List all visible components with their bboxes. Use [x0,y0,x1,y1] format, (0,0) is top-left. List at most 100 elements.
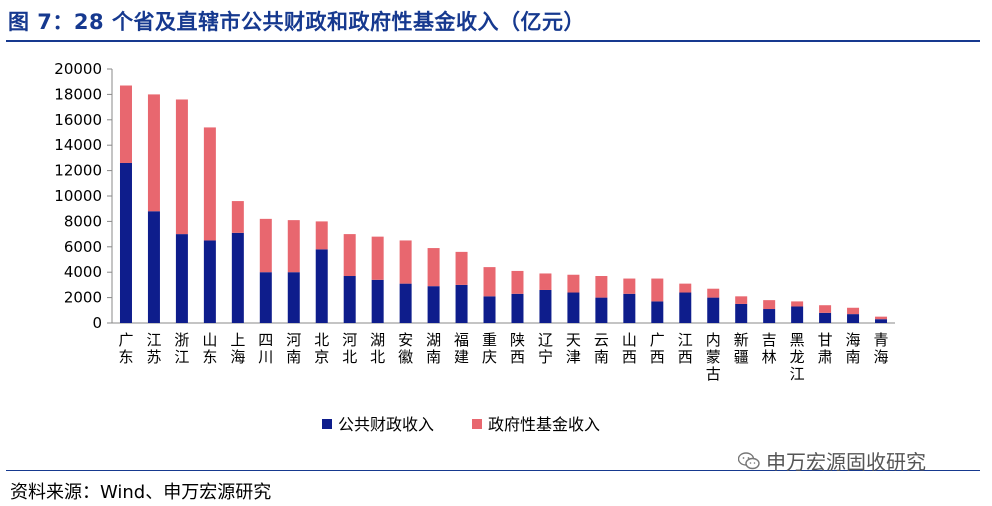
watermark-text: 申万宏源固收研究 [766,450,926,474]
bar-fund-revenue [371,236,384,280]
bar-fiscal-revenue [175,234,188,323]
legend-label: 公共财政收入 [338,415,434,434]
y-tick-label: 14000 [54,136,102,154]
bar-fiscal-revenue [679,292,692,323]
bar-fiscal-revenue [875,319,888,323]
bar-fiscal-revenue [539,289,552,323]
bar-fiscal-revenue [763,309,776,323]
bar-fund-revenue [847,307,860,315]
y-tick-label: 2000 [64,289,102,307]
wechat-icon [738,451,760,469]
y-tick-label: 20000 [54,60,102,78]
x-category-label: 河南 [286,331,301,366]
bar-fund-revenue [315,221,328,250]
watermark: 申万宏源固收研究 [738,446,926,475]
bar-fund-revenue [119,85,132,163]
bar-fund-revenue [231,201,244,233]
bar-fiscal-revenue [315,249,328,323]
x-category-label: 山东 [202,331,217,366]
bar-fund-revenue [707,288,720,298]
x-category-label: 广西 [650,331,665,366]
y-tick-label: 4000 [64,263,102,281]
legend-label: 政府性基金收入 [488,415,600,434]
bar-fund-revenue [175,99,188,235]
y-tick-label: 0 [92,314,102,332]
y-tick-label: 16000 [54,111,102,129]
bar-fund-revenue [427,248,440,287]
stacked-bar-chart: 0 2000 4000 6000 8000 10000 12000 14000 16000 180… [54,60,895,434]
bar-fund-revenue [259,218,272,273]
x-category-label: 云南 [594,331,609,366]
y-tick-label: 8000 [64,212,102,230]
bar-fiscal-revenue [567,292,580,323]
bar-fiscal-revenue [623,293,636,323]
x-category-label: 吉林 [762,331,777,366]
bar-fiscal-revenue [651,301,664,323]
x-category-label: 天津 [566,331,581,366]
bar-fiscal-revenue [231,232,244,323]
bar-fund-revenue [679,283,692,293]
bar-fiscal-revenue [343,276,356,323]
bar-fiscal-revenue [119,162,132,323]
x-category-label: 浙江 [174,331,189,366]
bar-fiscal-revenue [595,297,608,323]
bar-fiscal-revenue [707,297,720,323]
bar-fund-revenue [511,270,524,294]
bar-fiscal-revenue [287,272,300,323]
x-category-label: 四川 [258,331,273,366]
bar-fiscal-revenue [203,240,216,323]
bar-fund-revenue [287,220,300,273]
footer-rule [6,470,980,471]
x-category-label: 安徽 [398,331,413,366]
x-category-label: 辽宁 [538,331,553,366]
bar-fiscal-revenue [371,279,384,323]
bar-fund-revenue [483,267,496,297]
y-tick-label: 12000 [54,162,102,180]
legend-swatch-fund [472,419,482,429]
bar-fiscal-revenue [455,284,468,323]
bar-fund-revenue [819,305,832,313]
bar-fiscal-revenue [791,306,804,323]
title-rule [6,40,980,42]
bar-fiscal-revenue [259,272,272,323]
bar-fund-revenue [399,240,412,284]
bar-fund-revenue [623,278,636,294]
y-tick-label: 6000 [64,238,102,256]
source-note: 资料来源：Wind、申万宏源研究 [10,482,272,503]
x-category-label: 福建 [454,331,469,366]
x-category-label: 黑龙江 [790,331,805,383]
x-category-label: 海南 [846,331,861,366]
x-category-label: 甘肃 [818,331,833,366]
x-category-label: 上海 [230,331,245,366]
x-category-label: 新疆 [734,331,749,366]
bar-fund-revenue [203,127,216,241]
x-category-label: 江西 [678,331,693,366]
bar-fund-revenue [651,278,664,302]
bar-fund-revenue [455,251,468,285]
bar-fund-revenue [343,234,356,277]
x-category-label: 陕西 [510,331,525,366]
x-category-label: 重庆 [482,331,497,366]
x-category-label: 广东 [118,331,133,366]
legend-swatch-fiscal [322,419,332,429]
x-category-label: 湖北 [370,331,385,366]
y-tick-label: 10000 [54,187,102,205]
bar-fiscal-revenue [819,312,832,323]
bar-fund-revenue [567,274,580,293]
y-tick-label: 18000 [54,85,102,103]
bar-fiscal-revenue [735,303,748,323]
x-category-label: 北京 [314,331,329,366]
bar-fiscal-revenue [511,293,524,323]
bar-fund-revenue [875,316,888,320]
bar-fund-revenue [763,300,776,310]
bar-fiscal-revenue [427,286,440,323]
x-category-label: 湖南 [426,331,441,366]
bar-fiscal-revenue [847,314,860,323]
x-category-label: 内蒙古 [706,331,721,383]
bar-fiscal-revenue [147,211,160,323]
bar-fiscal-revenue [483,296,496,323]
bar-fund-revenue [735,296,748,304]
figure-title: 图 7：28 个省及直辖市公共财政和政府性基金收入（亿元） [8,10,585,34]
x-category-label: 江苏 [146,331,161,366]
x-category-label: 山西 [622,331,637,366]
